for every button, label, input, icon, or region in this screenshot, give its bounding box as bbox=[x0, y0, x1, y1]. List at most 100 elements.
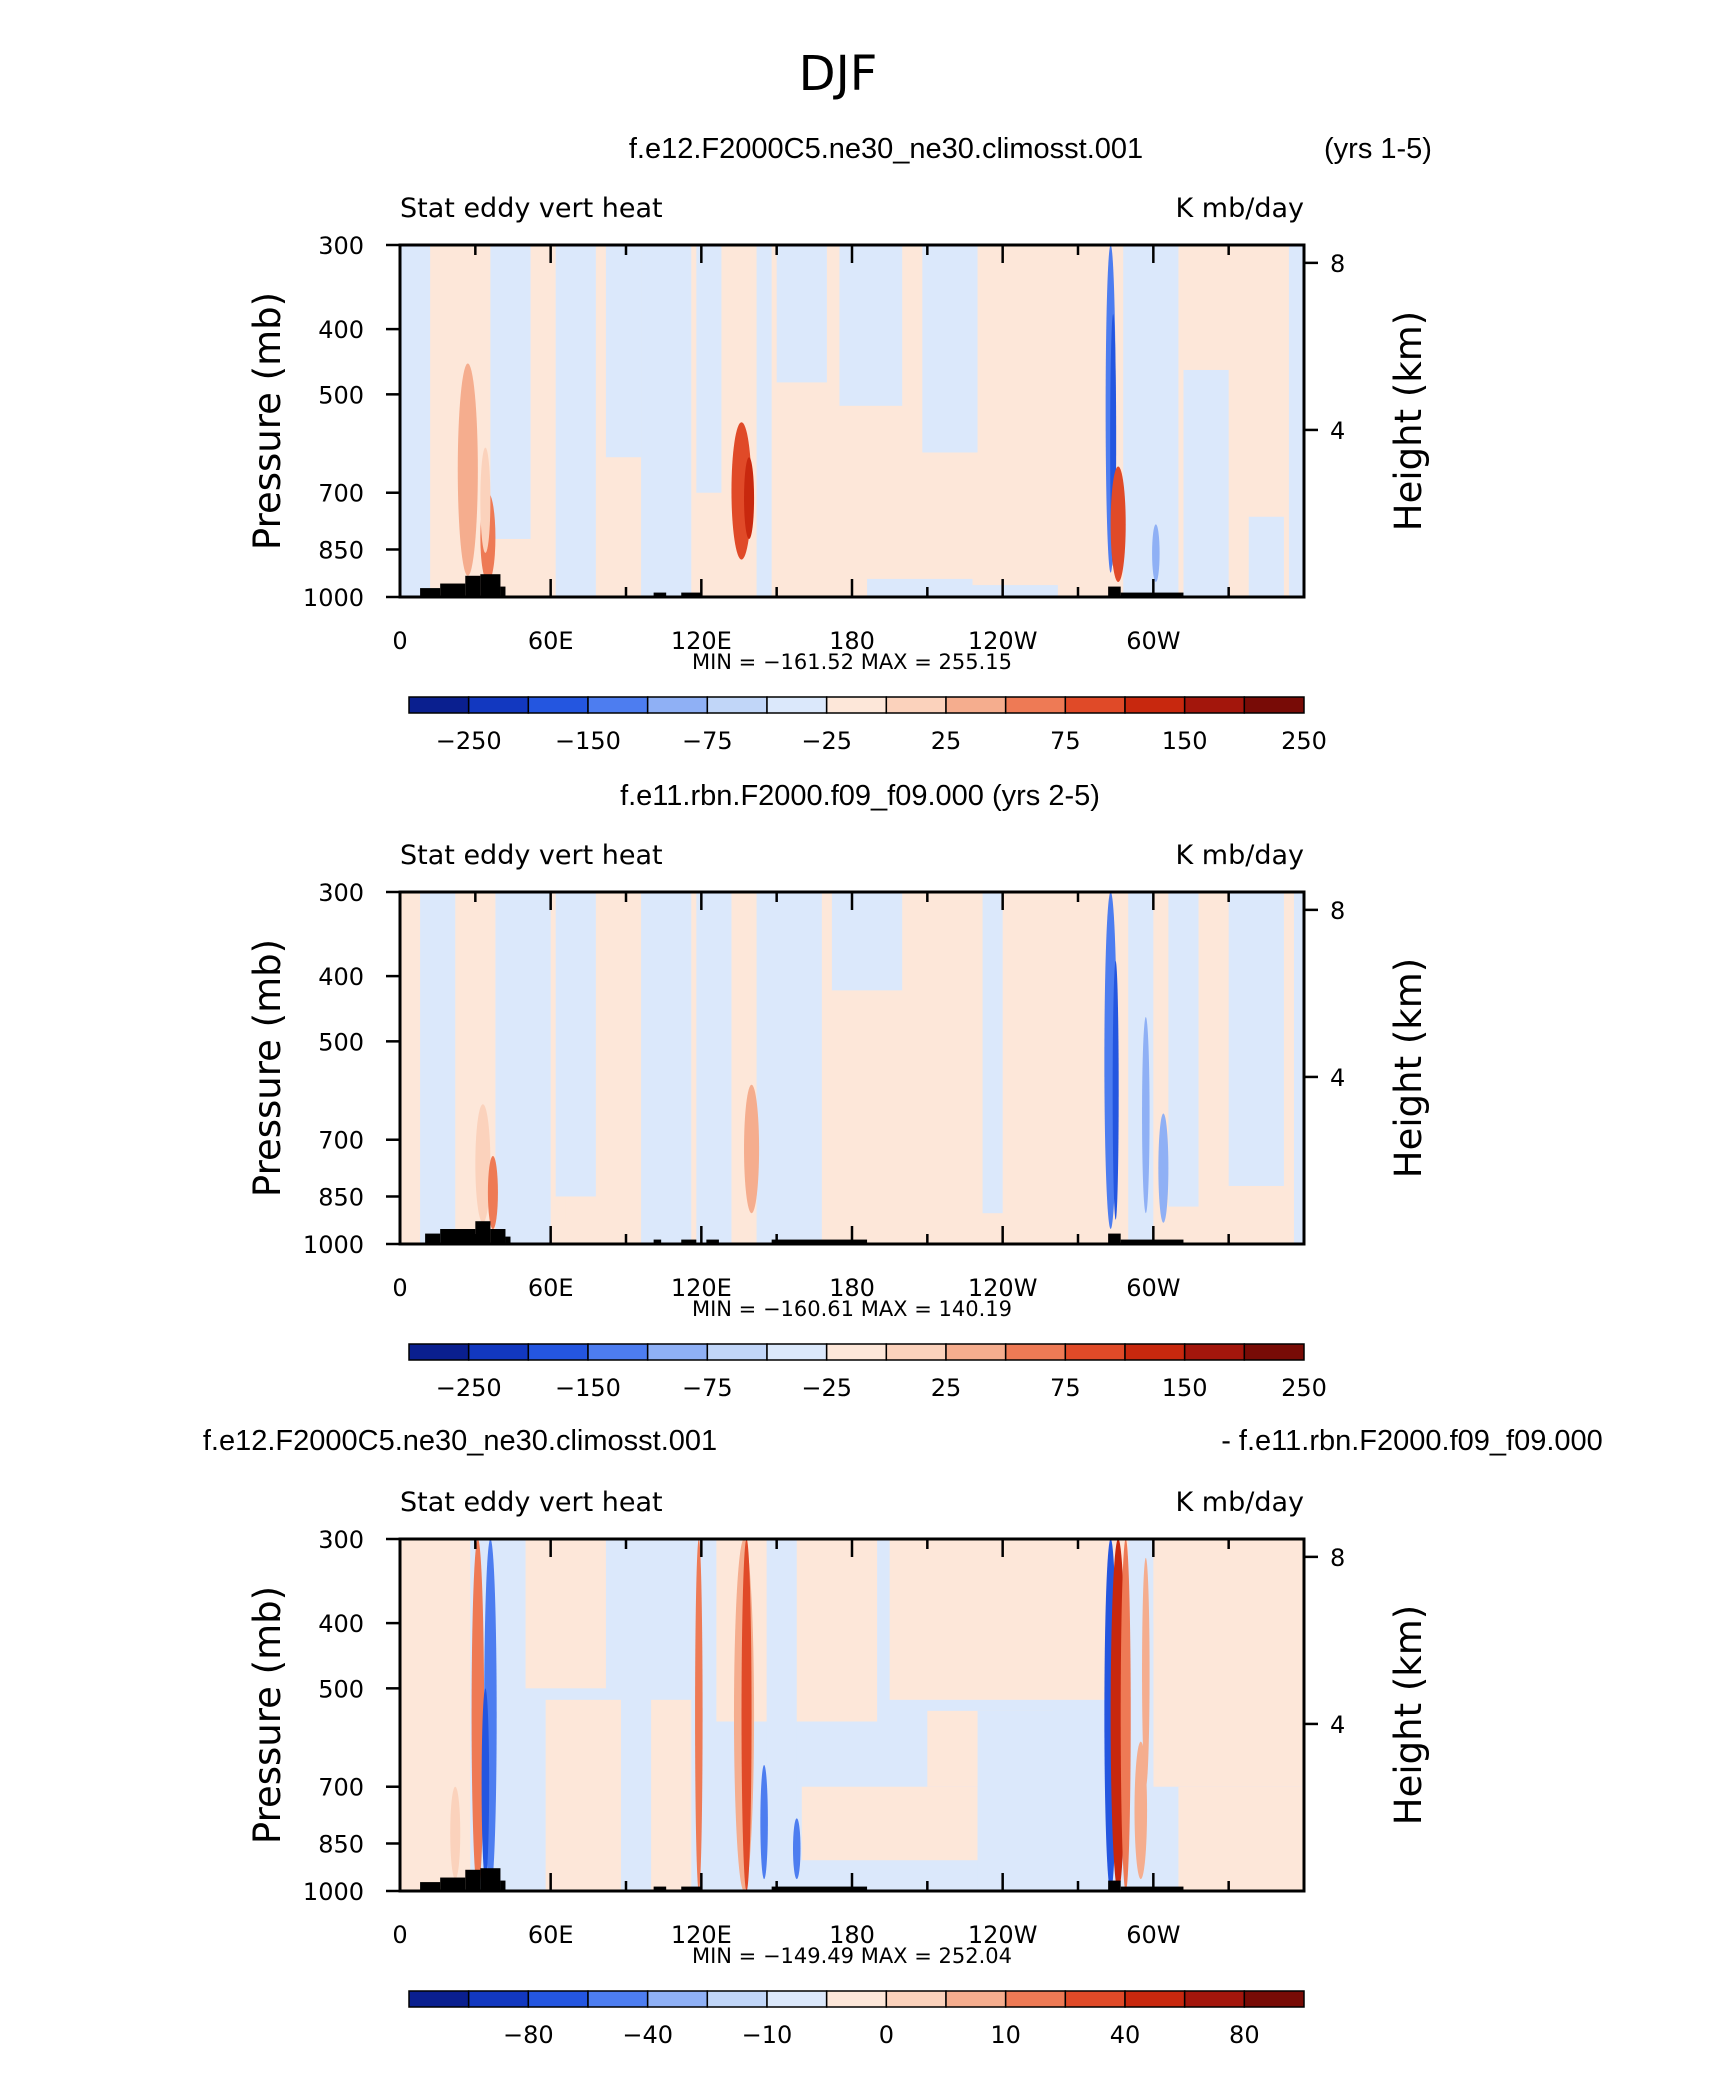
colorbar-swatch bbox=[467, 1343, 530, 1361]
topography-mask bbox=[681, 592, 702, 597]
colorbar-label: 25 bbox=[931, 1374, 962, 1402]
contour-plume bbox=[477, 1147, 488, 1204]
x-tick-label: 180 bbox=[829, 627, 875, 655]
colorbar-swatch bbox=[885, 696, 947, 714]
colorbar-swatch bbox=[587, 696, 649, 714]
colorbar: −250 −150 −75 −25 25 75 150 250 bbox=[408, 1343, 1327, 1402]
colorbar-swatch bbox=[945, 1343, 1007, 1361]
colorbar-label: 250 bbox=[1281, 1374, 1327, 1402]
contour-plume bbox=[744, 457, 755, 539]
negative-region bbox=[776, 245, 827, 383]
colorbar-swatch bbox=[945, 1990, 1007, 2008]
case-title: f.e12.F2000C5.ne30_ne30.climosst.001 bbox=[203, 1425, 717, 1457]
colorbar-swatch bbox=[527, 696, 589, 714]
positive-region bbox=[1153, 1539, 1304, 1787]
colorbar-swatch bbox=[706, 696, 768, 714]
negative-region bbox=[1293, 892, 1304, 1244]
contour-plume bbox=[450, 1786, 461, 1880]
negative-region bbox=[982, 892, 1003, 1214]
min-max-label: MIN = −160.61 MAX = 140.19 bbox=[692, 1297, 1012, 1321]
case-title: f.e11.rbn.F2000.f09_f09.000 (yrs 2-5) bbox=[620, 780, 1100, 812]
negative-region bbox=[400, 245, 431, 597]
y-tick-label: 700 bbox=[318, 480, 364, 508]
contour-plume bbox=[1158, 1113, 1169, 1223]
topography-mask bbox=[681, 1886, 702, 1891]
colorbar-swatch bbox=[766, 1343, 828, 1361]
x-tick-label: 0 bbox=[392, 627, 407, 655]
positive-region bbox=[889, 1539, 1129, 1700]
y-tick-label: 300 bbox=[318, 879, 364, 907]
colorbar-swatch bbox=[706, 1990, 768, 2008]
negative-region bbox=[766, 1539, 797, 1891]
x-tick-label: 120E bbox=[671, 627, 732, 655]
x-tick-label: 60W bbox=[1126, 627, 1180, 655]
colorbar-swatch bbox=[408, 1343, 470, 1361]
contour-plume bbox=[481, 1688, 490, 1880]
positive-region bbox=[1178, 1786, 1304, 1891]
topography-mask bbox=[440, 1229, 476, 1244]
colorbar-swatch bbox=[885, 1990, 947, 2008]
y-right-tick-label: 4 bbox=[1330, 1064, 1345, 1092]
x-tick-label: 180 bbox=[829, 1274, 875, 1302]
colorbar-swatch bbox=[1124, 1990, 1186, 2008]
negative-region bbox=[696, 892, 732, 1244]
y-tick-label: 400 bbox=[318, 1610, 364, 1638]
colorbar-label: 40 bbox=[1110, 2021, 1141, 2049]
colorbar-swatch bbox=[1064, 1990, 1126, 2008]
y-axis-title: Pressure (mb) bbox=[246, 939, 289, 1197]
negative-region bbox=[1288, 245, 1304, 597]
colorbar-swatch bbox=[646, 696, 709, 714]
x-tick-label: 60E bbox=[528, 1921, 574, 1949]
y-tick-label: 850 bbox=[318, 1183, 364, 1211]
colorbar-swatch bbox=[1243, 696, 1305, 714]
negative-region bbox=[977, 1710, 1058, 1891]
colorbar-label: 25 bbox=[931, 727, 962, 755]
y-right-tick-label: 4 bbox=[1330, 1711, 1345, 1739]
y-tick-label: 1000 bbox=[303, 1878, 364, 1906]
colorbar-label: −75 bbox=[682, 727, 733, 755]
colorbar-label: −40 bbox=[622, 2021, 673, 2049]
contour-plume bbox=[1120, 1539, 1131, 1891]
contour-plume bbox=[1112, 961, 1119, 1220]
colorbar-label: −10 bbox=[742, 2021, 793, 2049]
colorbar-swatch bbox=[766, 696, 828, 714]
colorbar-swatch bbox=[1243, 1990, 1305, 2008]
min-max-label: MIN = −161.52 MAX = 255.15 bbox=[692, 650, 1012, 674]
colorbar-swatch bbox=[467, 696, 530, 714]
topography-mask bbox=[1120, 1886, 1184, 1891]
y-tick-label: 700 bbox=[318, 1127, 364, 1155]
colorbar-swatch bbox=[825, 1343, 888, 1361]
colorbar-swatch bbox=[527, 1990, 589, 2008]
y-tick-label: 1000 bbox=[303, 584, 364, 612]
negative-region bbox=[490, 245, 531, 539]
x-tick-label: 0 bbox=[392, 1921, 407, 1949]
x-tick-label: 0 bbox=[392, 1274, 407, 1302]
colorbar-swatch bbox=[587, 1990, 649, 2008]
colorbar-swatch bbox=[467, 1990, 530, 2008]
topography-mask bbox=[490, 1229, 506, 1244]
panel-3: f.e12.F2000C5.ne30_ne30.climosst.001 - f.… bbox=[203, 1425, 1603, 2049]
y-right-axis-title: Height (km) bbox=[1387, 311, 1430, 531]
y-axis-title: Pressure (mb) bbox=[246, 1586, 289, 1844]
contour-plume bbox=[1134, 1741, 1148, 1880]
colorbar-swatch bbox=[1183, 1990, 1246, 2008]
colorbar-label: −150 bbox=[555, 727, 621, 755]
colorbar-label: 80 bbox=[1229, 2021, 1260, 2049]
figure-title: DJF bbox=[799, 46, 878, 102]
colorbar-swatch bbox=[1004, 1990, 1067, 2008]
colorbar-swatch bbox=[527, 1343, 589, 1361]
y-right-tick-label: 8 bbox=[1330, 1544, 1345, 1572]
topography-mask bbox=[420, 588, 441, 597]
topography-mask bbox=[1108, 1880, 1121, 1891]
positive-region bbox=[525, 1539, 606, 1689]
contour-field bbox=[400, 892, 1304, 1244]
colorbar-swatch bbox=[825, 696, 888, 714]
x-tick-label: 120W bbox=[968, 1921, 1038, 1949]
negative-region bbox=[1183, 369, 1229, 597]
y-tick-label: 300 bbox=[318, 1526, 364, 1554]
contour-plume bbox=[1142, 1557, 1150, 1787]
colorbar-label: −250 bbox=[436, 727, 502, 755]
topography-mask bbox=[653, 1886, 667, 1891]
colorbar: −80 −40 −10 0 10 40 80 bbox=[408, 1990, 1305, 2049]
